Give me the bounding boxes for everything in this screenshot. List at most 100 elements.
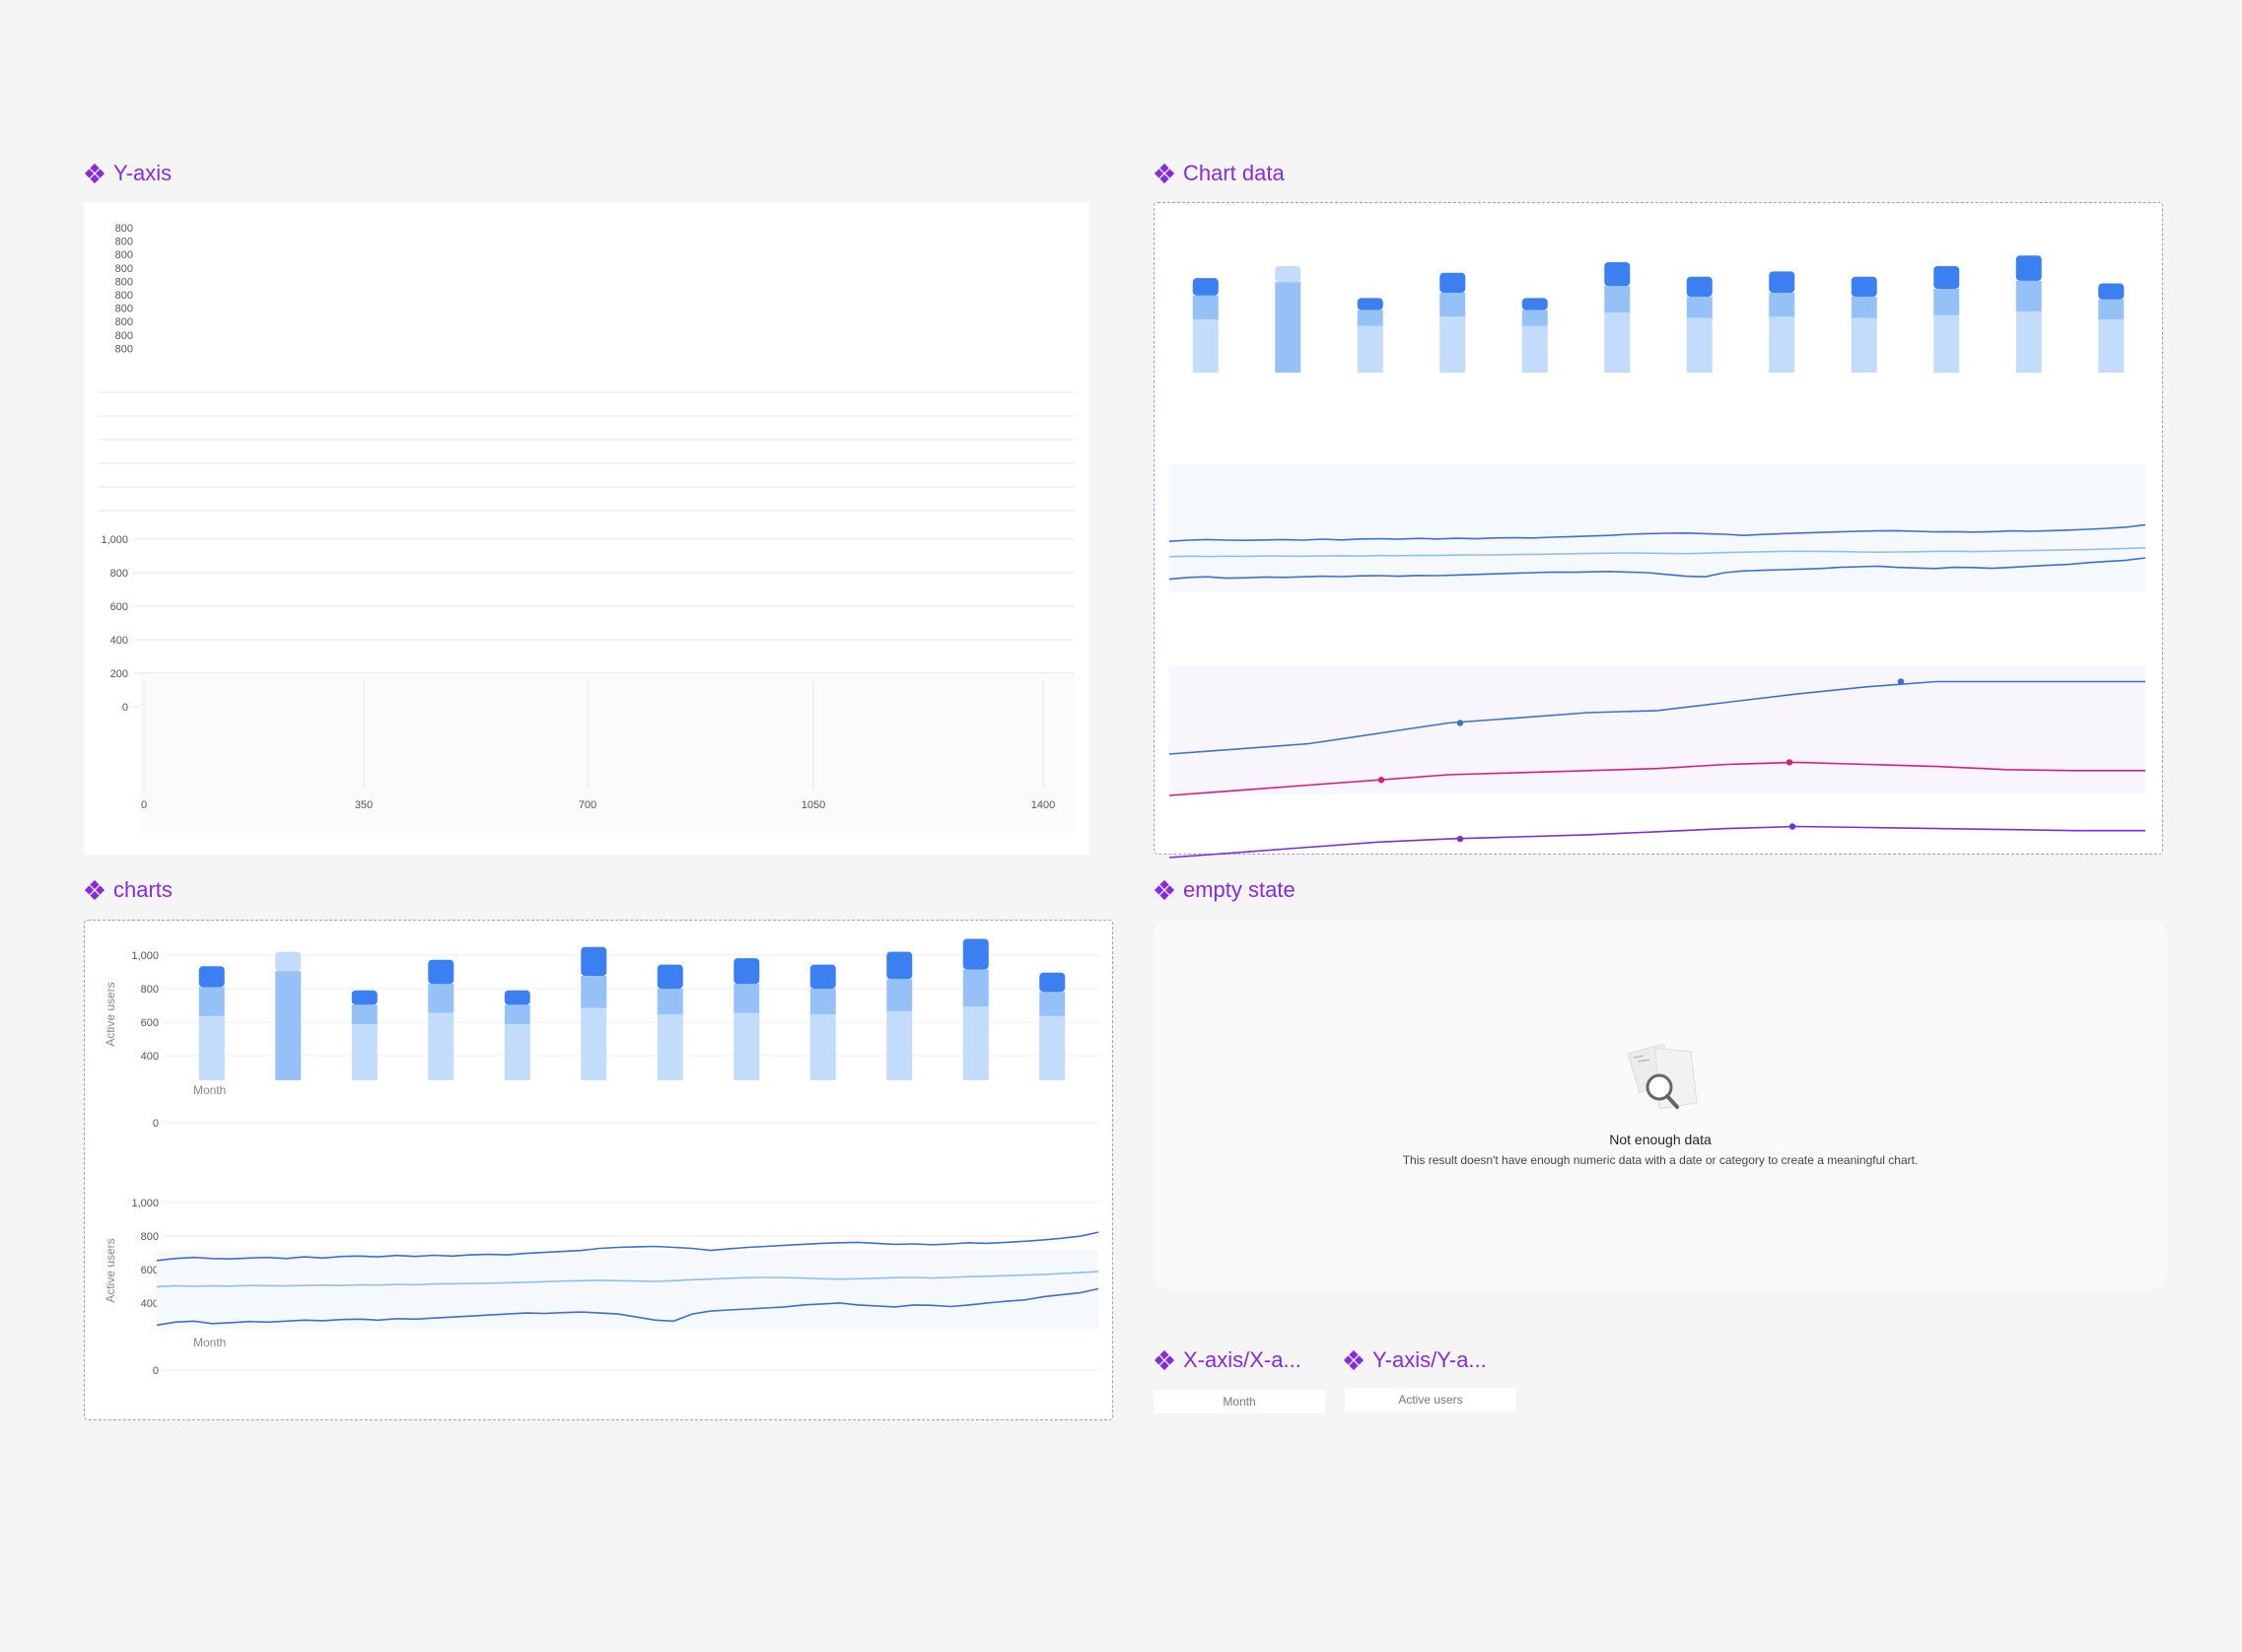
highlight-point (1788, 823, 1796, 830)
chartdata-bar-segment (1686, 276, 1713, 298)
stacked-y-tick-label: 800 (115, 343, 133, 355)
charts-bar-segment (581, 976, 607, 1008)
chartdata-bar-segment (1521, 310, 1548, 326)
y-axis-component-title[interactable]: Y-axis (84, 161, 172, 186)
charts-bar-segment (809, 989, 836, 1015)
chartdata-bar-segment (1851, 276, 1877, 298)
charts-bar-segment (1039, 1015, 1066, 1080)
charts-bar-segment (351, 1004, 378, 1024)
x-axis-label-pill: Month (1154, 1390, 1325, 1413)
charts-bar-segment (734, 984, 760, 1013)
stacked-y-tick-label: 800 (115, 316, 133, 328)
y-axis-label-component-title[interactable]: Y-axis/Y-a... (1343, 1347, 1487, 1373)
y-tick-label: 1,000 (131, 1198, 159, 1209)
charts-component-title[interactable]: charts (84, 877, 173, 903)
charts-bar-segment (198, 966, 225, 988)
highlight-point (1456, 720, 1464, 726)
y-tick-label: 800 (141, 1231, 159, 1243)
charts-bar-segment (198, 1015, 225, 1080)
chartdata-bar-segment (1439, 272, 1466, 293)
line-series (1168, 547, 2146, 558)
y-axis-title: Active users (104, 982, 117, 1046)
highlight-point (1786, 759, 1793, 766)
y-tick-label: 0 (122, 702, 128, 714)
x-axis-label-text: Month (1223, 1395, 1256, 1409)
component-diamond-icon (84, 879, 105, 901)
component-title-text: Y-axis/Y-a... (1372, 1347, 1487, 1372)
chartdata-bar-segment (1357, 310, 1383, 326)
charts-bar-segment (1039, 972, 1066, 993)
x-tick-label: 1400 (1031, 799, 1055, 811)
chartdata-bar-segment (1933, 288, 1960, 315)
chartdata-bar-segment (1439, 293, 1466, 317)
charts-bar-segment (351, 1023, 378, 1080)
chartdata-bar-segment (1275, 282, 1301, 373)
chartdata-bar-segment (2015, 310, 2042, 373)
charts-bar-segment (657, 964, 683, 990)
chartdata-bar-segment (1521, 325, 1548, 373)
y-tick-label: 800 (141, 984, 159, 996)
chartdata-bar-segment (1686, 297, 1713, 318)
line-series (156, 1271, 1099, 1288)
stacked-y-tick-label: 800 (115, 223, 133, 235)
chartdata-bar-segment (1357, 325, 1383, 373)
charts-bar-segment (886, 1010, 913, 1080)
y-tick-label: 600 (141, 1265, 159, 1276)
charts-bar-segment (962, 938, 989, 970)
charts-bar-segment (886, 979, 913, 1011)
y-tick-label: 200 (110, 668, 128, 680)
charts-bar-segment (1039, 992, 1066, 1016)
x-axis-title: Month (193, 1336, 226, 1349)
empty-state-message: This result doesn't have enough numeric … (1402, 1153, 1919, 1167)
chartdata-bar-segment (1851, 297, 1877, 318)
chartdata-bar-segment (2098, 299, 2125, 319)
chartdata-bar-segment (1604, 286, 1631, 313)
highlight-point (1377, 777, 1385, 784)
charts-bar-segment (962, 1006, 989, 1080)
chart-data-canvas (1168, 255, 2146, 859)
stacked-y-tick-label: 800 (115, 330, 133, 342)
component-title-text: charts (113, 877, 173, 902)
y-axis-label-text: Active users (1398, 1393, 1463, 1407)
charts-bar-segment (198, 987, 225, 1016)
charts-panel[interactable]: 1,000 800 600 400 0 Active users Month 1,000 800… (84, 920, 1113, 1420)
charts-bar-segment (962, 969, 989, 1007)
y-axis-panel[interactable]: 800 800 800 800 800 800 800 800 800 800 1,000 800 60… (84, 202, 1089, 855)
chartdata-bar-segment (1357, 298, 1383, 310)
chart-data-panel[interactable] (1154, 202, 2163, 859)
x-axis-label-component-title[interactable]: X-axis/X-a... (1154, 1347, 1301, 1373)
chartdata-bar-segment (1275, 266, 1301, 283)
line-band (157, 1251, 1098, 1330)
y-tick-label: 0 (153, 1365, 159, 1377)
empty-state-content: Not enough data This result doesn't have… (1154, 1038, 2167, 1167)
chartdata-bar-segment (1933, 266, 1960, 289)
stacked-y-tick-label: 800 (115, 249, 133, 261)
y-axis-title: Active users (104, 1238, 117, 1302)
y-tick-label: 400 (141, 1051, 159, 1063)
y-tick-label: 400 (141, 1298, 159, 1310)
line-series (1168, 557, 2146, 581)
charts-bar-segment (428, 1012, 455, 1080)
charts-bar-segment (734, 958, 760, 985)
chartdata-bar-segment (1769, 316, 1795, 373)
chartdata-bar-segment (1192, 278, 1219, 296)
chartdata-bar-segment (1686, 317, 1713, 373)
stacked-y-tick-label: 800 (115, 263, 133, 275)
chartdata-bar-segment (2015, 280, 2042, 311)
component-diamond-icon (84, 163, 105, 184)
y-tick-label: 400 (110, 635, 128, 647)
point-line-series (1168, 680, 2145, 755)
charts-bar-segment (351, 990, 378, 1005)
charts-canvas: 1,000 800 600 400 0 Active users Month 1,000 800… (104, 938, 1100, 1377)
y-tick-label: 600 (141, 1017, 159, 1029)
component-title-text: X-axis/X-a... (1183, 1347, 1301, 1372)
chart-data-component-title[interactable]: Chart data (1154, 161, 1285, 186)
empty-state-component-title[interactable]: empty state (1154, 877, 1296, 903)
highlight-point (1456, 835, 1464, 843)
charts-bar-segment (275, 971, 302, 1080)
y-tick-label: 600 (110, 601, 128, 613)
x-axis-title: Month (193, 1083, 226, 1097)
chartdata-bar-segment (1933, 314, 1960, 373)
chartdata-bar-segment (1521, 298, 1548, 310)
stacked-y-tick-label: 800 (115, 290, 133, 302)
